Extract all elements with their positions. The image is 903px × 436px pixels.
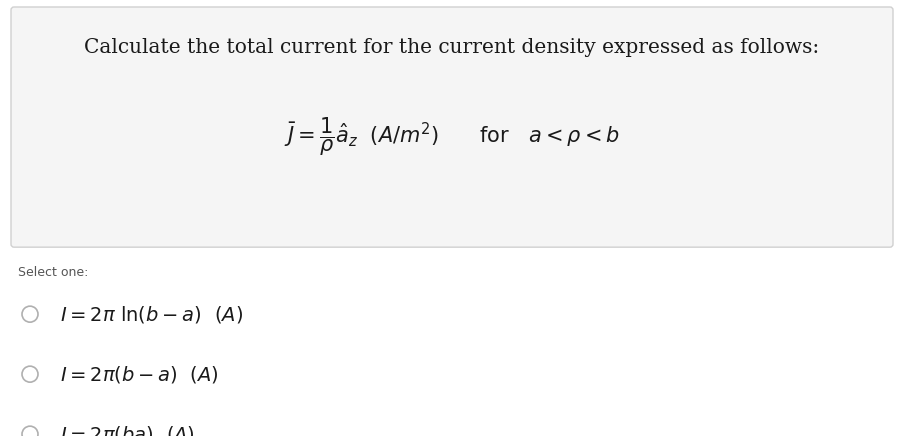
Text: $I = 2\pi(b-a)\ \ (A)$: $I = 2\pi(b-a)\ \ (A)$ <box>60 364 219 385</box>
Text: $I = 2\pi(ba)\ \ (A)$: $I = 2\pi(ba)\ \ (A)$ <box>60 424 195 436</box>
Circle shape <box>22 366 38 382</box>
Circle shape <box>22 426 38 436</box>
Text: Calculate the total current for the current density expressed as follows:: Calculate the total current for the curr… <box>84 38 819 57</box>
Circle shape <box>22 306 38 322</box>
Text: $I = 2\pi\ \mathrm{ln}(b-a)\ \ (A)$: $I = 2\pi\ \mathrm{ln}(b-a)\ \ (A)$ <box>60 303 243 325</box>
Text: Select one:: Select one: <box>18 266 88 279</box>
FancyBboxPatch shape <box>11 7 892 247</box>
Text: $\bar{J} = \dfrac{1}{\rho}\hat{a}_z \ \ (A/m^2) \qquad \mathrm{for} \quad a < \r: $\bar{J} = \dfrac{1}{\rho}\hat{a}_z \ \ … <box>284 116 619 158</box>
